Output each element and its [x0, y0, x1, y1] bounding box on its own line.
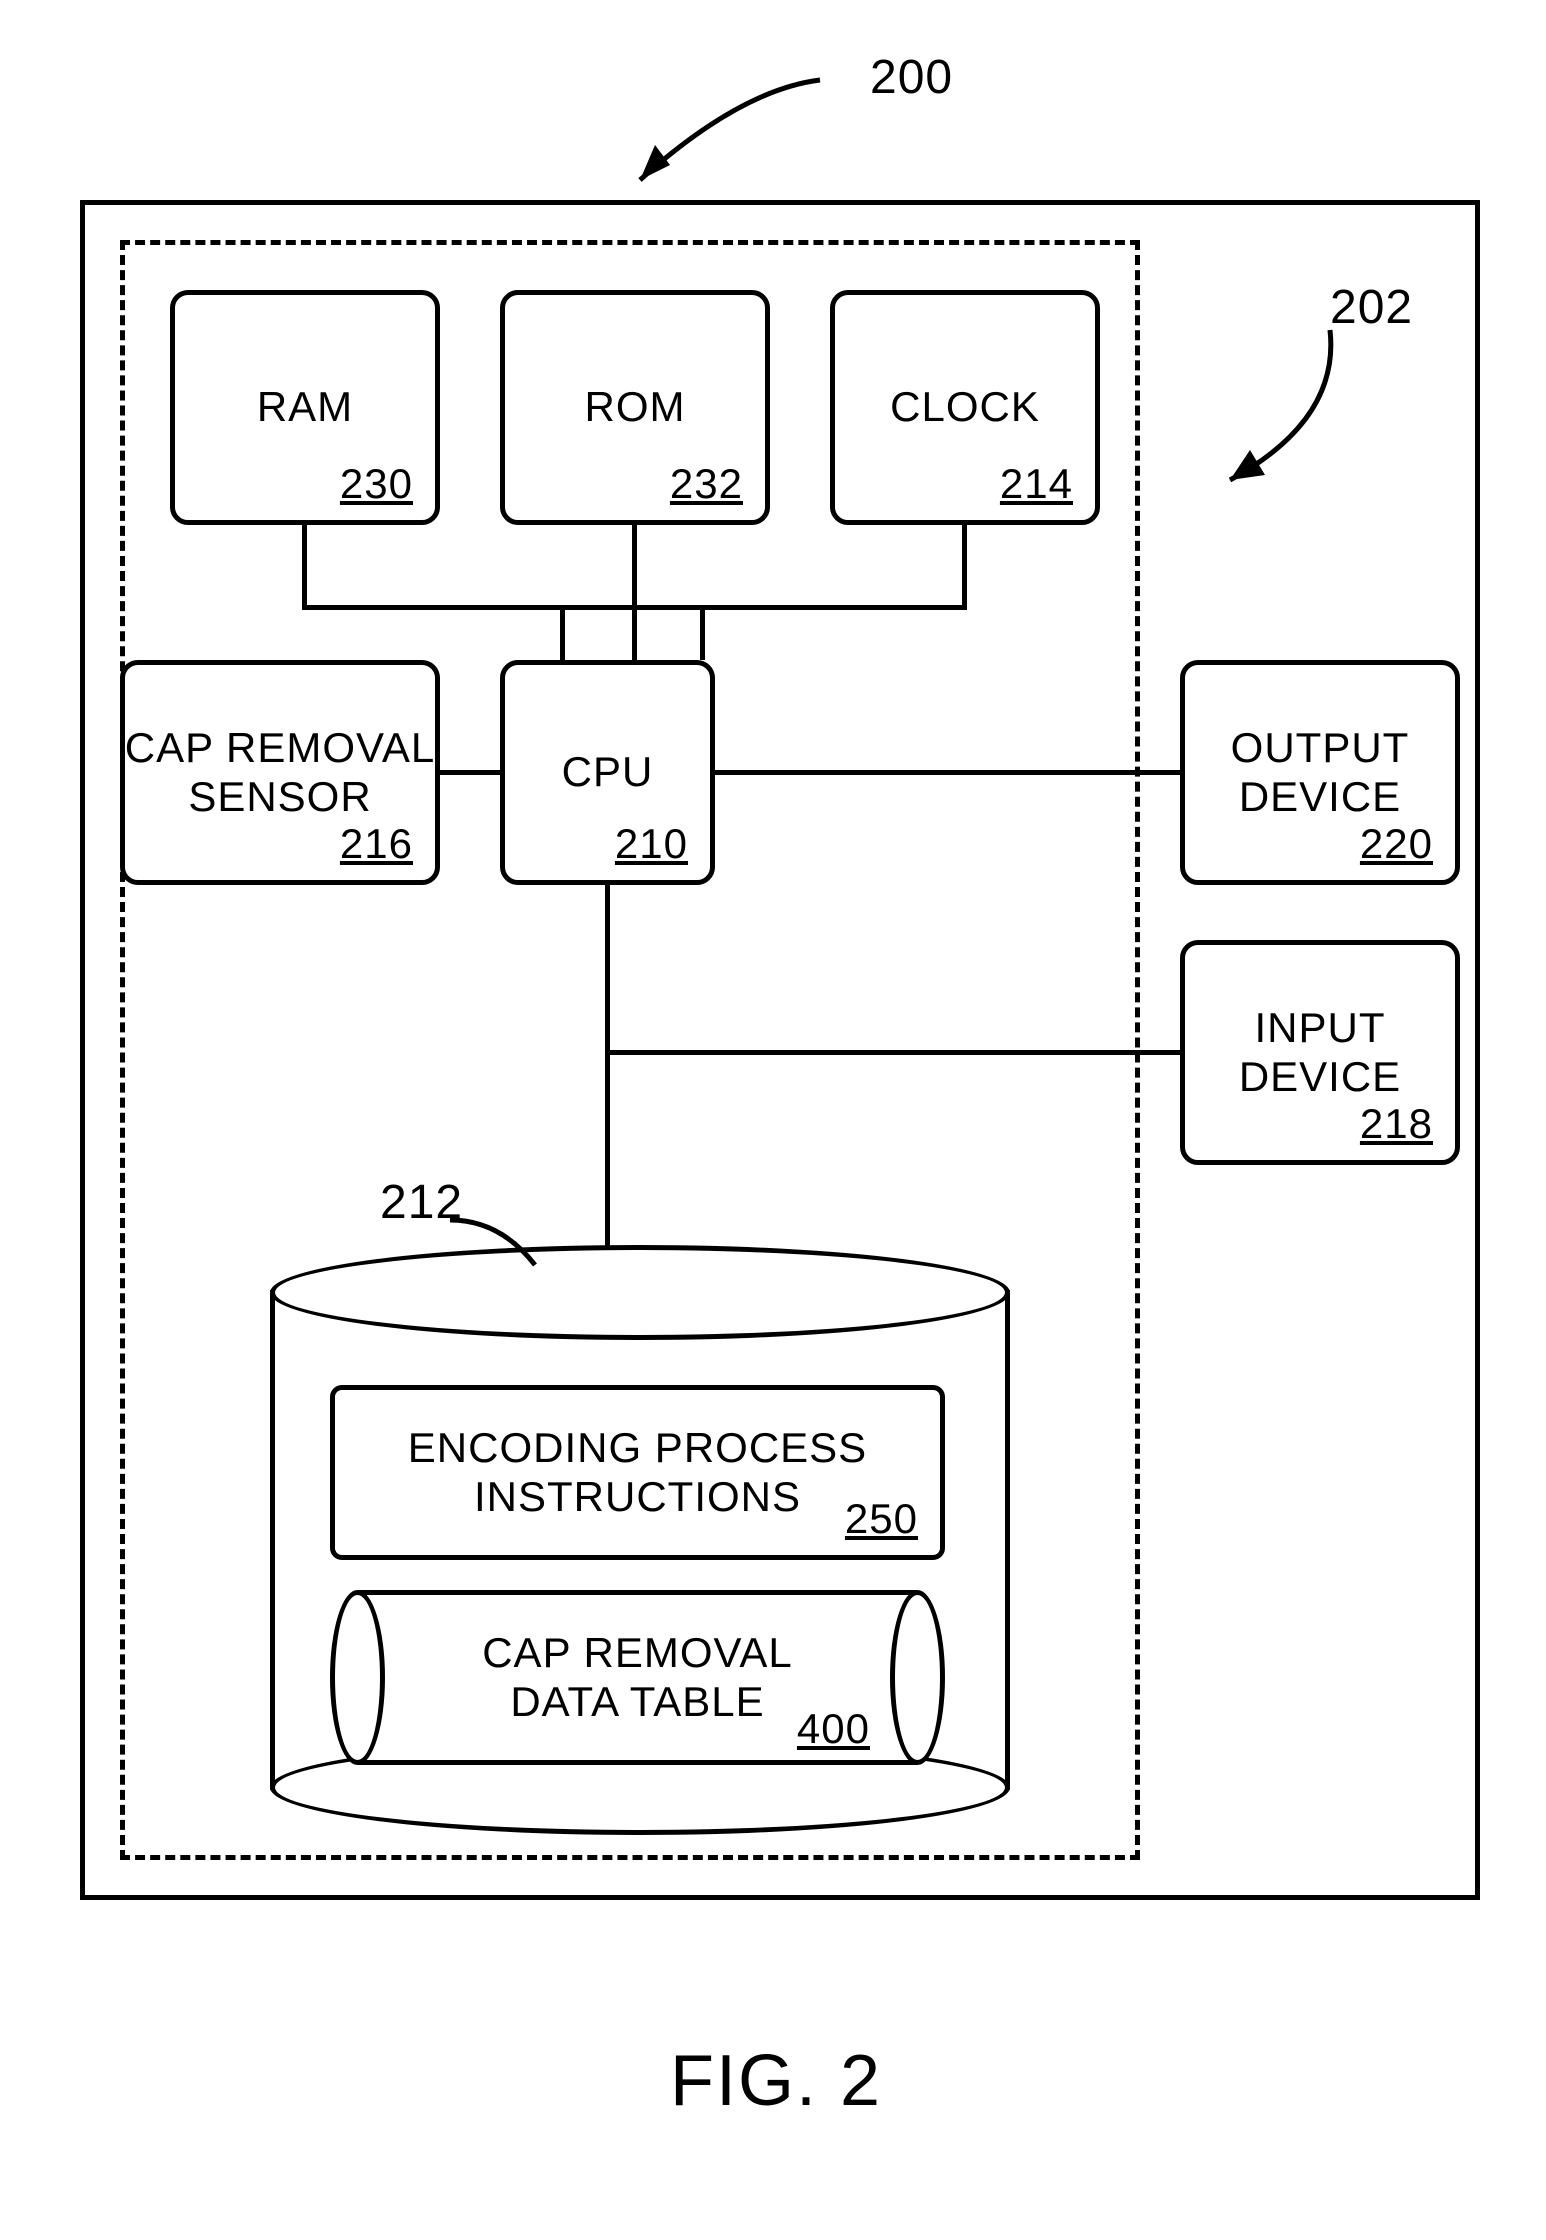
ref-captable: 400 [797, 1705, 870, 1753]
line-to-input [605, 1050, 1180, 1055]
label-cpu: CPU [562, 748, 654, 796]
label-captable: CAP REMOVAL DATA TABLE [482, 1629, 793, 1726]
line-bus-cpu-l [560, 605, 565, 660]
ref-200: 200 [870, 50, 953, 105]
label-cap-sensor: CAP REMOVAL SENSOR [125, 724, 436, 821]
ref-output: 220 [1360, 820, 1433, 868]
arrow-202 [1170, 320, 1350, 500]
ref-clock: 214 [1000, 460, 1073, 508]
ref-cap-sensor: 216 [340, 820, 413, 868]
ref-rom: 232 [670, 460, 743, 508]
line-bus [302, 605, 967, 610]
label-input: INPUT DEVICE [1239, 1004, 1401, 1101]
line-bus-cpu-r [700, 605, 705, 660]
label-ram: RAM [257, 383, 353, 431]
block-rom: ROM 232 [500, 290, 770, 525]
block-cpu: CPU 210 [500, 660, 715, 885]
line-clock-v [962, 525, 967, 610]
leader-212 [440, 1210, 550, 1280]
line-sensor-cpu [440, 770, 500, 775]
line-rom-v [632, 525, 637, 660]
label-rom: ROM [585, 383, 686, 431]
label-output: OUTPUT DEVICE [1231, 724, 1410, 821]
ref-encoding: 250 [845, 1495, 918, 1543]
ref-cpu: 210 [615, 820, 688, 868]
label-encoding: ENCODING PROCESS INSTRUCTIONS [408, 1424, 867, 1521]
captable-text-wrap: CAP REMOVAL DATA TABLE 400 [330, 1590, 945, 1765]
ref-input: 218 [1360, 1100, 1433, 1148]
block-cap-sensor: CAP REMOVAL SENSOR 216 [120, 660, 440, 885]
block-output: OUTPUT DEVICE 220 [1180, 660, 1460, 885]
ref-ram: 230 [340, 460, 413, 508]
line-cpu-down [605, 885, 610, 1260]
line-ram-v [302, 525, 307, 610]
figure-caption: FIG. 2 [670, 2040, 882, 2122]
cylinder-top [270, 1245, 1010, 1340]
block-input: INPUT DEVICE 218 [1180, 940, 1460, 1165]
block-clock: CLOCK 214 [830, 290, 1100, 525]
block-ram: RAM 230 [170, 290, 440, 525]
label-clock: CLOCK [890, 383, 1040, 431]
arrow-200 [620, 70, 840, 210]
block-encoding: ENCODING PROCESS INSTRUCTIONS 250 [330, 1385, 945, 1560]
line-cpu-output [715, 770, 1180, 775]
